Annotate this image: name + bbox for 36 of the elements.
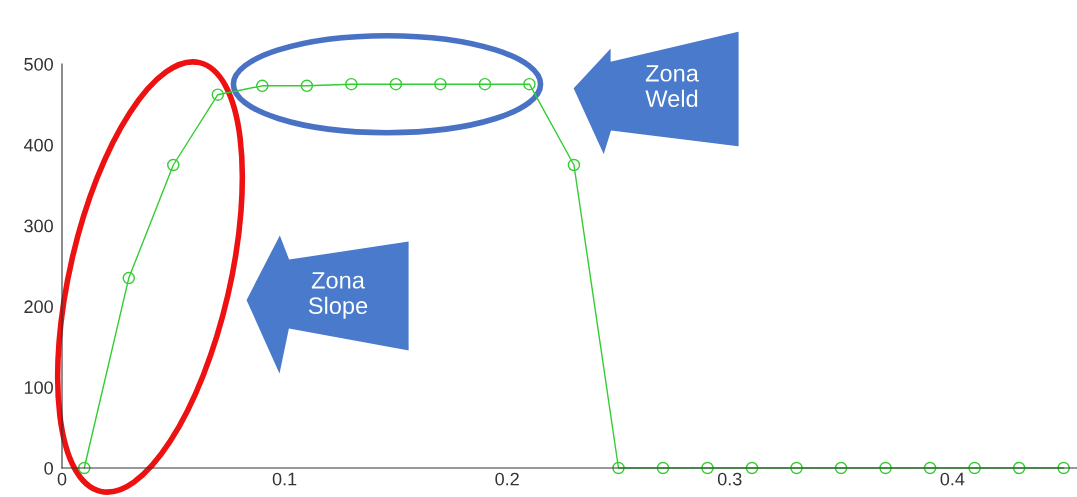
y-tick-label: 400: [23, 138, 53, 152]
y-tick-label: 500: [24, 57, 53, 71]
y-tick-label: 200: [24, 300, 53, 314]
point: [345, 77, 358, 91]
point: [78, 461, 91, 475]
point: [389, 77, 403, 91]
point: [612, 461, 625, 475]
point: [968, 461, 981, 475]
point: [701, 461, 714, 475]
x-tick-label: 0.2: [495, 472, 519, 486]
x-tick-label: 0.1: [272, 472, 297, 486]
point: [167, 158, 180, 172]
point: [256, 79, 269, 93]
y-tick-label: 0: [44, 461, 53, 475]
point: [923, 461, 937, 475]
point: [834, 461, 848, 475]
x-tick-label: 0.3: [717, 472, 742, 486]
point: [523, 77, 536, 91]
point: [567, 158, 581, 172]
point: [656, 461, 670, 475]
annotation: Zona Slope: [308, 272, 368, 319]
point: [300, 79, 314, 93]
annotation: Zona Weld: [645, 65, 699, 108]
x-tick-label: 0: [57, 472, 67, 486]
point: [122, 271, 136, 285]
y-tick-label: 100: [24, 381, 53, 394]
point: [1057, 461, 1070, 475]
point: [790, 461, 803, 475]
point: [879, 461, 892, 475]
y-tick-label: 300: [24, 219, 53, 233]
point: [434, 77, 447, 91]
point: [478, 77, 492, 91]
x-tick-label: 0.4: [940, 472, 965, 486]
point: [745, 461, 759, 475]
point: [211, 88, 225, 101]
point: [1012, 461, 1026, 475]
